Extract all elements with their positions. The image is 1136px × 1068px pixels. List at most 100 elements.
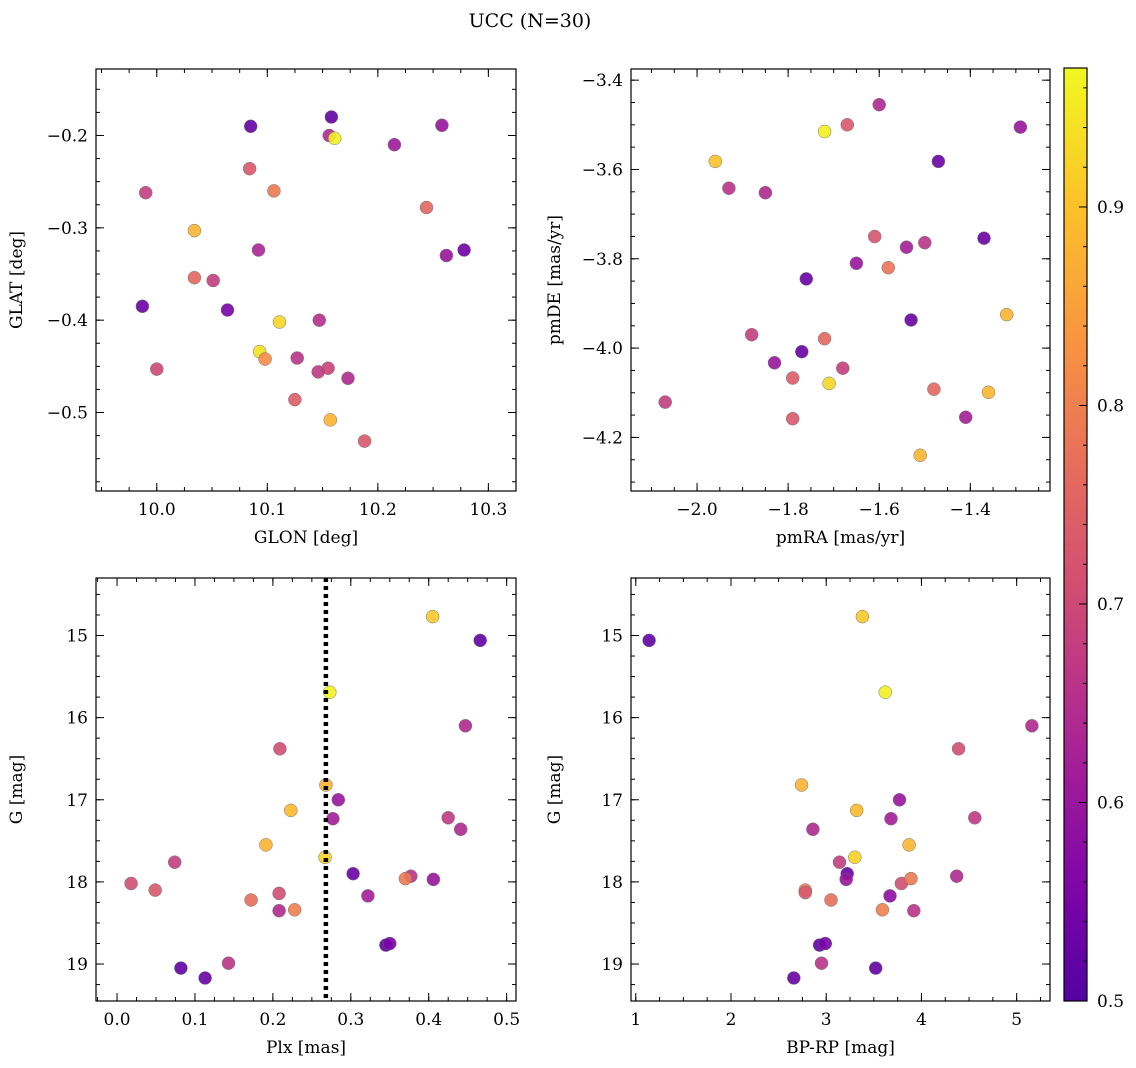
axes-frame	[95, 577, 517, 1002]
data-point	[951, 742, 966, 756]
panel-bprp_g: 1 2 3 4 5 15 16 17 18 19 BP-RP [mag] G [mag]	[545, 577, 1051, 1058]
data-point	[849, 803, 864, 818]
minor-ticks	[96, 578, 516, 1001]
x-tick-label: 0.2	[259, 1010, 286, 1030]
data-point	[244, 893, 258, 907]
data-point	[904, 871, 918, 886]
data-point	[187, 270, 202, 285]
data-point	[785, 411, 800, 426]
data-point	[341, 371, 355, 386]
data-point	[426, 872, 441, 887]
y-tick-label: −0.5	[47, 404, 88, 424]
data-point	[419, 200, 434, 215]
data-point	[124, 876, 138, 891]
data-point	[383, 936, 397, 951]
colorbar-tick-label: 0.8	[1097, 396, 1124, 416]
data-point	[881, 260, 896, 275]
y-axis-label: GLAT [deg]	[7, 231, 27, 329]
y-tick-label: 19	[66, 955, 88, 975]
figure-title: UCC (N=30)	[469, 10, 592, 32]
y-tick-label: −0.3	[47, 219, 88, 239]
data-point	[457, 243, 471, 257]
colorbar-tick-label: 0.6	[1097, 793, 1124, 813]
data-point	[272, 903, 286, 918]
data-point	[849, 256, 864, 271]
data-point	[767, 356, 782, 370]
data-point	[441, 811, 455, 825]
y-tick-label: −4.0	[582, 339, 623, 359]
data-point	[326, 811, 340, 826]
data-point	[267, 184, 281, 198]
data-point	[658, 395, 672, 409]
data-point	[931, 154, 946, 169]
y-tick-label: 15	[601, 626, 623, 646]
data-point	[708, 154, 723, 169]
y-tick-label: 19	[601, 955, 623, 975]
data-point	[918, 235, 932, 250]
data-point	[758, 185, 773, 200]
y-tick-label: 16	[66, 709, 88, 729]
data-point	[855, 609, 870, 624]
data-point	[273, 742, 287, 756]
data-point	[999, 307, 1014, 322]
data-point	[875, 903, 890, 917]
axes-frame	[630, 577, 1051, 1002]
scatter-points	[642, 609, 1039, 985]
data-point	[327, 131, 342, 146]
data-point	[167, 855, 182, 869]
data-point	[324, 110, 339, 124]
data-point	[840, 118, 855, 132]
x-axis-label: GLON [deg]	[254, 528, 358, 548]
data-point	[848, 850, 862, 865]
x-tick-label: 0.4	[415, 1010, 442, 1030]
data-point	[832, 855, 847, 869]
y-tick-label: −0.4	[47, 311, 88, 331]
data-point	[323, 413, 338, 427]
data-point	[899, 240, 914, 254]
y-tick-label: 16	[601, 709, 623, 729]
data-point	[722, 181, 736, 195]
scatter-points	[135, 110, 471, 448]
data-point	[818, 936, 833, 951]
data-point	[958, 410, 973, 425]
data-point	[968, 811, 982, 825]
x-tick-label: 10.0	[138, 500, 176, 520]
data-point	[453, 822, 468, 837]
x-tick-label: 0.3	[337, 1010, 364, 1030]
y-tick-label: 18	[66, 873, 88, 893]
data-point	[243, 119, 258, 134]
data-point	[284, 803, 298, 818]
data-point	[787, 971, 801, 985]
data-point	[913, 448, 927, 463]
y-tick-label: −3.8	[582, 250, 623, 270]
x-tick-label: 2	[726, 1010, 737, 1030]
data-point	[290, 351, 304, 365]
y-tick-label: −4.2	[582, 428, 623, 448]
data-point	[473, 633, 487, 648]
data-point	[795, 344, 809, 359]
data-point	[799, 272, 814, 286]
minor-ticks	[631, 69, 1050, 491]
x-tick-label: −1.8	[767, 500, 808, 520]
colorbar-tick-label: 0.7	[1097, 595, 1124, 615]
data-point	[981, 385, 996, 400]
x-tick-label: −2.0	[676, 500, 717, 520]
x-tick-label: 1	[630, 1010, 641, 1030]
colorbar-gradient	[1064, 68, 1087, 1001]
data-point	[187, 223, 202, 238]
scatter-points	[124, 609, 487, 985]
data-point	[794, 778, 809, 792]
data-point	[323, 685, 337, 699]
x-tick-label: 0.5	[493, 1010, 520, 1030]
data-point	[150, 362, 164, 376]
data-point	[135, 299, 150, 314]
data-point	[868, 961, 883, 975]
y-axis-label: G [mag]	[7, 755, 27, 824]
data-point	[198, 971, 212, 985]
data-point	[1013, 120, 1028, 134]
data-point	[744, 327, 759, 342]
data-point	[1025, 719, 1039, 733]
data-point	[387, 137, 402, 152]
